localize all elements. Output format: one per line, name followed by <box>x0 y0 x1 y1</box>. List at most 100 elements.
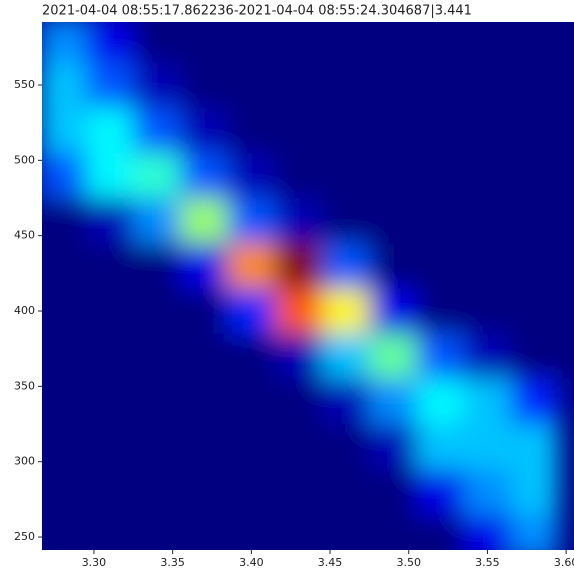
heatmap-cell <box>511 378 559 425</box>
heatmap-cell <box>274 198 323 244</box>
heatmap-cell <box>133 288 182 335</box>
heatmap-cell <box>42 469 87 515</box>
heatmap-cell <box>42 62 87 109</box>
heatmap-cell <box>227 22 276 63</box>
heatmap-cell <box>416 107 465 154</box>
heatmap-cell <box>274 152 323 199</box>
heatmap-cell <box>133 22 182 63</box>
heatmap-cell <box>86 152 134 199</box>
heatmap-cell <box>274 22 323 63</box>
heatmap-cell <box>180 243 229 289</box>
y-tick-label: 550 <box>14 78 35 91</box>
heatmap-cell <box>322 378 370 425</box>
heatmap-cell <box>463 424 512 470</box>
heatmap-cell <box>511 152 559 199</box>
heatmap-cell <box>227 198 276 244</box>
x-tick-label: 3.30 <box>82 556 107 569</box>
heatmap-cell <box>42 333 87 380</box>
heatmap-cell <box>180 62 229 109</box>
x-tick-label: 3.60 <box>554 556 574 569</box>
heatmap-cell <box>369 198 418 244</box>
heatmap-cell <box>322 243 370 289</box>
plot-area <box>42 22 574 550</box>
heatmap-cell <box>180 469 229 515</box>
heatmap-cell <box>42 107 87 154</box>
heatmap-cell <box>369 107 418 154</box>
x-tick-label: 3.35 <box>160 556 185 569</box>
heatmap-cell <box>227 424 276 470</box>
heatmap-cell <box>322 152 370 199</box>
heatmap-cell <box>511 333 559 380</box>
heatmap-cell <box>511 62 559 109</box>
heatmap-cell <box>86 514 134 550</box>
heatmap-cell <box>86 62 134 109</box>
heatmap-cell <box>463 514 512 550</box>
heatmap-cell <box>463 333 512 380</box>
heatmap-cell <box>133 62 182 109</box>
heatmap-cell <box>322 469 370 515</box>
heatmap-cell <box>463 62 512 109</box>
heatmap-cell <box>86 333 134 380</box>
heatmap-cell <box>369 469 418 515</box>
heatmap-cell <box>227 243 276 289</box>
heatmap-cell <box>180 333 229 380</box>
heatmap-cell <box>463 198 512 244</box>
heatmap-cell <box>511 107 559 154</box>
heatmap-cell <box>274 62 323 109</box>
y-tick-label: 300 <box>14 455 35 468</box>
heatmap-cell <box>42 152 87 199</box>
y-tick-label: 250 <box>14 530 35 543</box>
heatmap-cell <box>511 288 559 335</box>
x-tick-label: 3.40 <box>239 556 264 569</box>
heatmap-cell <box>86 22 134 63</box>
heatmap-cell <box>511 514 559 550</box>
heatmap-cell <box>133 243 182 289</box>
heatmap-cell <box>227 152 276 199</box>
heatmap-cell <box>511 424 559 470</box>
heatmap-cell <box>42 22 87 63</box>
heatmap-cell <box>180 152 229 199</box>
heatmap-cell <box>274 378 323 425</box>
heatmap-cell <box>42 198 87 244</box>
heatmap-cell <box>180 288 229 335</box>
heatmap-cell <box>416 378 465 425</box>
heatmap-cell <box>463 107 512 154</box>
heatmap-cell <box>180 514 229 550</box>
heatmap-cell <box>133 469 182 515</box>
heatmap-cell <box>180 198 229 244</box>
heatmap-cell <box>416 198 465 244</box>
heatmap-cell <box>416 424 465 470</box>
heatmap-cell <box>86 107 134 154</box>
heatmap-cell <box>42 378 87 425</box>
x-tick-label: 3.50 <box>396 556 421 569</box>
y-tick-label: 350 <box>14 379 35 392</box>
heatmap-cell <box>463 378 512 425</box>
heatmap-cell <box>274 424 323 470</box>
heatmap-cell <box>369 378 418 425</box>
heatmap-cell <box>180 107 229 154</box>
heatmap-cell <box>416 333 465 380</box>
heatmap-cell <box>42 288 87 335</box>
heatmap-cell <box>133 198 182 244</box>
heatmap-cell <box>369 152 418 199</box>
heatmap-cell <box>463 469 512 515</box>
heatmap-cell <box>227 62 276 109</box>
heatmap-cell <box>369 424 418 470</box>
heatmap-cell <box>274 107 323 154</box>
heatmap-cell <box>511 198 559 244</box>
heatmap-cell <box>463 243 512 289</box>
heatmap-cell <box>416 469 465 515</box>
heatmap-cell <box>369 333 418 380</box>
heatmap-cell <box>133 424 182 470</box>
heatmap-cell <box>86 288 134 335</box>
heatmap-cell <box>511 22 559 63</box>
heatmap-cell <box>227 378 276 425</box>
heatmap-cell <box>133 378 182 425</box>
heatmap-cell <box>42 424 87 470</box>
heatmap-cell <box>227 514 276 550</box>
heatmap-cell <box>86 469 134 515</box>
heatmap-cell <box>133 333 182 380</box>
heatmap-cell <box>416 152 465 199</box>
heatmap-cell <box>322 198 370 244</box>
heatmap-cell <box>322 22 370 63</box>
